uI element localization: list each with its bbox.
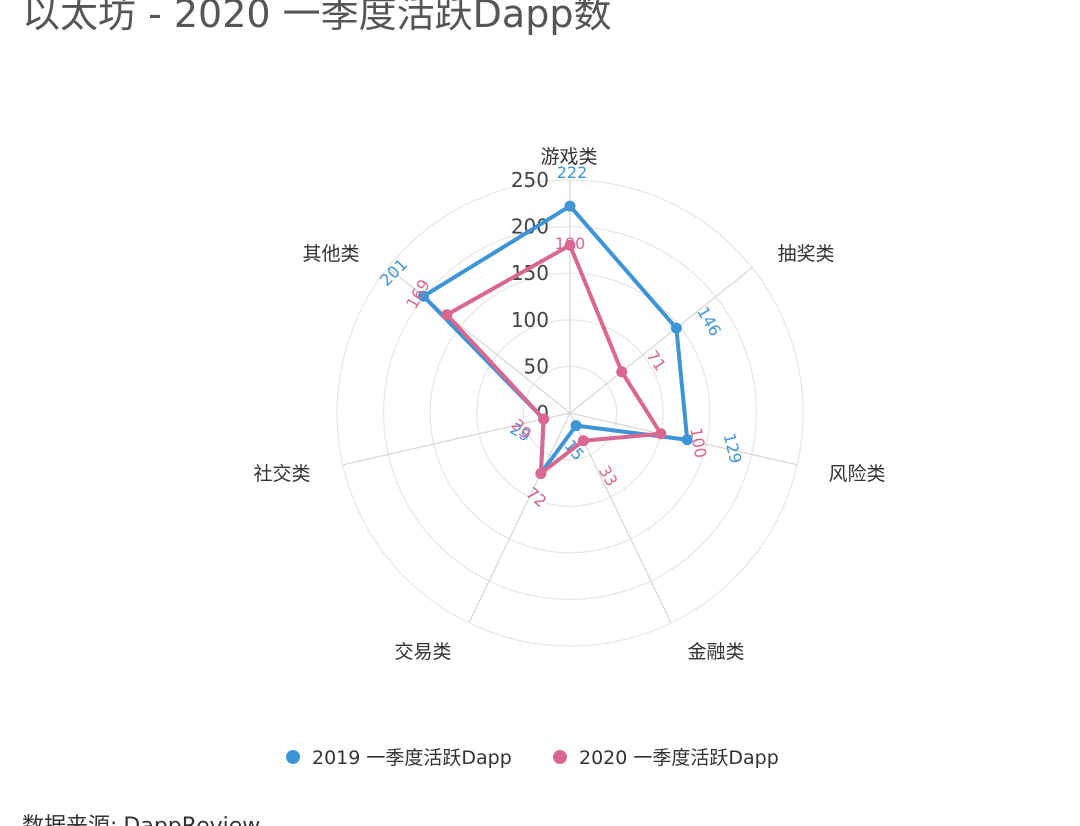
data-label: 33 bbox=[595, 462, 622, 489]
data-point[interactable] bbox=[670, 322, 682, 334]
source-value: DappReview bbox=[123, 814, 260, 826]
axis-spoke bbox=[569, 412, 672, 624]
legend-label: 2020 一季度活跃Dapp bbox=[579, 747, 779, 769]
tick-label: 250 bbox=[511, 168, 549, 192]
data-label: 222 bbox=[557, 163, 588, 182]
source-label: 数据来源: bbox=[22, 814, 117, 826]
tick-label: 100 bbox=[511, 308, 549, 332]
data-point[interactable] bbox=[564, 200, 576, 212]
category-label: 风险类 bbox=[828, 463, 885, 485]
data-label: 146 bbox=[693, 303, 725, 339]
data-point[interactable] bbox=[681, 434, 693, 446]
legend: 2019 一季度活跃Dapp 2020 一季度活跃Dapp bbox=[286, 747, 779, 769]
category-label: 社交类 bbox=[253, 463, 310, 485]
data-label: 72 bbox=[523, 483, 551, 511]
legend-item[interactable]: 2019 一季度活跃Dapp bbox=[286, 747, 512, 769]
category-label: 抽奖类 bbox=[777, 243, 834, 265]
data-label: 100 bbox=[686, 426, 710, 459]
category-label: 交易类 bbox=[394, 641, 451, 663]
legend-marker bbox=[553, 750, 567, 764]
data-point[interactable] bbox=[616, 366, 628, 378]
data-point[interactable] bbox=[564, 239, 576, 251]
category-label: 金融类 bbox=[687, 641, 744, 663]
data-label: 129 bbox=[720, 431, 746, 465]
axis-spoke bbox=[468, 412, 571, 624]
axis-spoke bbox=[387, 267, 571, 414]
data-point[interactable] bbox=[418, 290, 430, 302]
legend-label: 2019 一季度活跃Dapp bbox=[312, 747, 512, 769]
data-label: 71 bbox=[643, 347, 670, 375]
source-note: 数据来源: DappReview bbox=[22, 808, 260, 826]
data-label: 180 bbox=[555, 234, 586, 253]
data-point[interactable] bbox=[570, 420, 582, 432]
tick-label: 50 bbox=[524, 354, 549, 378]
chart-title: 以太坊 - 2020 一季度活跃Dapp数 bbox=[22, 0, 612, 36]
data-point[interactable] bbox=[535, 467, 547, 479]
data-label: 201 bbox=[376, 255, 411, 290]
category-label: 其他类 bbox=[302, 243, 359, 265]
data-point[interactable] bbox=[655, 428, 667, 440]
data-point[interactable] bbox=[441, 309, 453, 321]
radar-axes bbox=[342, 180, 798, 624]
axis-spoke bbox=[342, 412, 571, 466]
legend-marker bbox=[286, 750, 300, 764]
category-label: 游戏类 bbox=[540, 146, 597, 168]
legend-item[interactable]: 2020 一季度活跃Dapp bbox=[553, 747, 779, 769]
tick-label: 200 bbox=[511, 215, 549, 239]
series-line bbox=[444, 243, 663, 476]
data-point[interactable] bbox=[538, 413, 550, 425]
axis-spoke bbox=[569, 267, 753, 414]
data-point[interactable] bbox=[577, 435, 589, 447]
